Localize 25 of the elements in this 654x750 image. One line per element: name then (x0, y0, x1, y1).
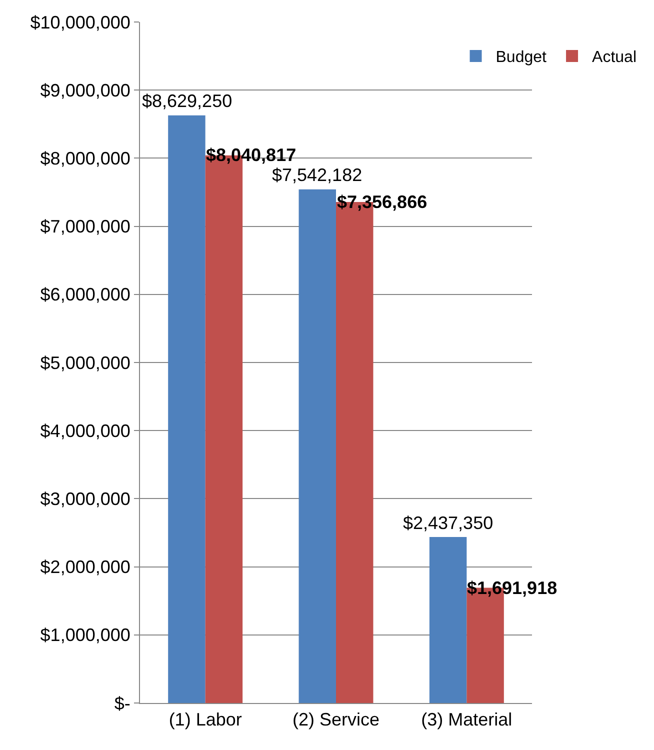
bar (168, 115, 206, 703)
data-label: $1,691,918 (467, 578, 558, 598)
y-tick-label: $3,000,000 (40, 489, 130, 509)
bar (298, 189, 336, 703)
y-tick-label: $6,000,000 (40, 284, 130, 305)
data-label: $7,542,182 (272, 165, 362, 185)
data-label: $7,356,866 (337, 192, 428, 212)
y-tick-label: $2,000,000 (40, 557, 130, 578)
bar (429, 537, 467, 703)
y-tick-label: $9,000,000 (40, 80, 130, 100)
legend-label: Actual (592, 49, 636, 66)
data-label: $8,629,250 (142, 91, 232, 111)
y-tick-label: $8,000,000 (40, 148, 130, 168)
x-tick-label: (3) Material (421, 710, 512, 730)
y-tick-label: $10,000,000 (30, 12, 130, 32)
y-tick-label: $5,000,000 (40, 352, 130, 373)
x-tick-label: (1) Labor (168, 710, 242, 730)
x-tick-label: (2) Service (292, 710, 380, 730)
y-tick-label: $1,000,000 (40, 625, 130, 646)
y-tick-label: $4,000,000 (40, 420, 130, 441)
legend-label: Budget (496, 49, 548, 66)
y-tick-label: $7,000,000 (40, 216, 130, 237)
data-label: $2,437,350 (403, 513, 494, 533)
data-label: $8,040,817 (206, 145, 296, 165)
y-tick-label: $- (114, 693, 130, 714)
